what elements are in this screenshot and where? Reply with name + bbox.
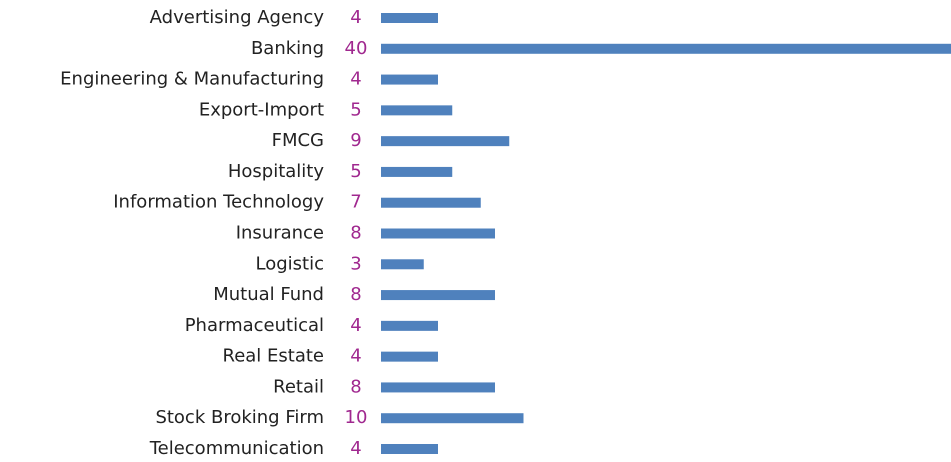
value-label: 4 (350, 315, 361, 336)
value-label: 4 (350, 346, 361, 367)
category-label: Hospitality (228, 161, 325, 182)
bar (381, 259, 424, 270)
category-label: FMCG (272, 130, 324, 151)
value-label: 7 (350, 192, 361, 213)
value-label: 8 (350, 376, 361, 397)
bar (381, 444, 438, 454)
category-label: Logistic (256, 253, 324, 274)
category-label: Mutual Fund (213, 284, 324, 305)
category-label: Banking (251, 38, 324, 59)
bar (381, 13, 438, 23)
value-label: 5 (350, 99, 361, 120)
value-label: 8 (350, 223, 361, 244)
category-label: Telecommunication (149, 438, 324, 459)
category-label: Retail (273, 376, 324, 397)
bar (381, 413, 524, 424)
bar (381, 197, 481, 208)
bar (381, 74, 438, 85)
category-label: Pharmaceutical (185, 315, 324, 336)
bar (381, 351, 438, 362)
category-label: Information Technology (113, 192, 324, 213)
value-label: 3 (350, 253, 361, 274)
value-label: 4 (350, 438, 361, 459)
value-label: 5 (350, 161, 361, 182)
category-label: Real Estate (223, 346, 325, 367)
value-label: 10 (345, 407, 368, 428)
category-label: Insurance (236, 223, 324, 244)
category-label: Advertising Agency (150, 7, 325, 28)
bar (381, 105, 453, 116)
category-label: Engineering & Manufacturing (60, 69, 324, 90)
bar (381, 320, 438, 331)
value-label: 4 (350, 69, 361, 90)
bar (381, 166, 453, 177)
bar (381, 228, 495, 239)
bar (381, 136, 510, 147)
bar (381, 290, 495, 301)
category-label: Export-Import (199, 99, 324, 120)
bar (381, 43, 951, 54)
value-label: 9 (350, 130, 361, 151)
category-label: Stock Broking Firm (155, 407, 324, 428)
bar (381, 382, 495, 393)
value-label: 8 (350, 284, 361, 305)
value-label: 40 (345, 38, 368, 59)
value-label: 4 (350, 7, 361, 28)
